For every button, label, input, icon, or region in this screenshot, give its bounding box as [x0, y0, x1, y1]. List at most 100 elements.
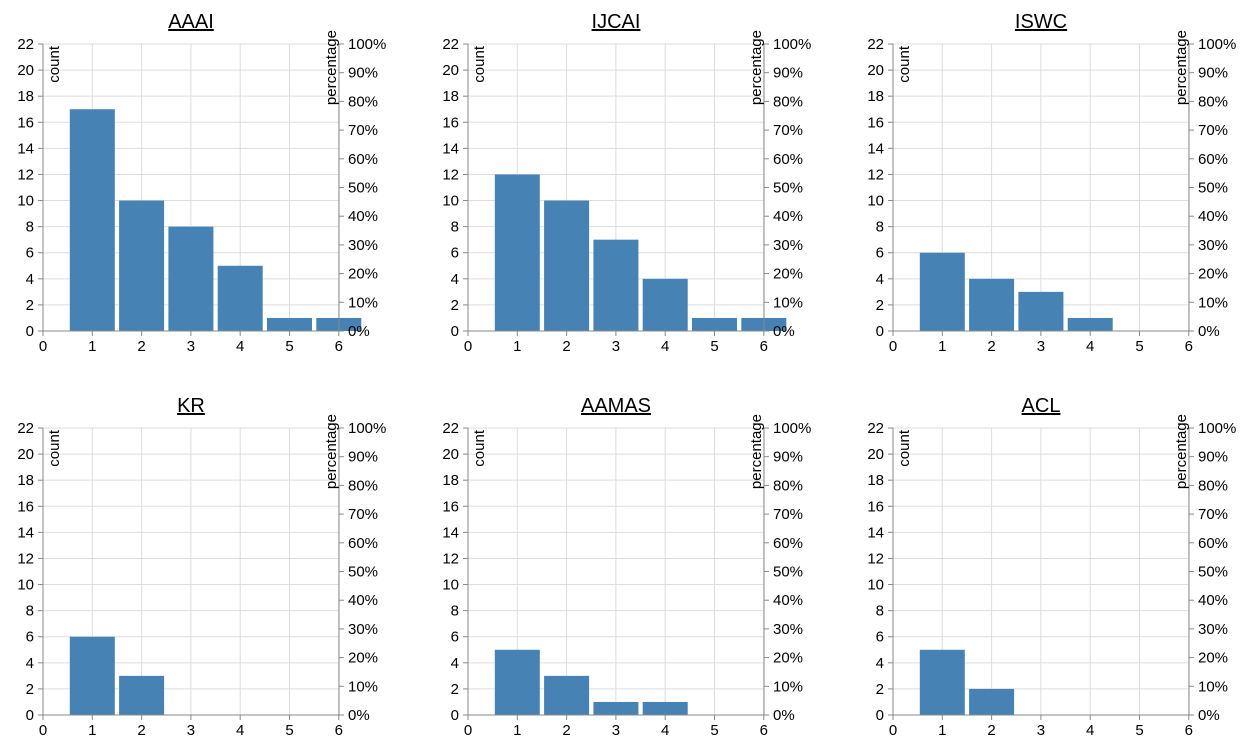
y-tick-label: 16 [442, 114, 459, 131]
y2-tick-label: 20% [1198, 650, 1228, 667]
x-tick-label: 3 [612, 338, 620, 355]
y-tick-label: 12 [17, 166, 34, 183]
y-tick-label: 4 [451, 655, 459, 672]
bar-5 [692, 317, 737, 331]
bar-5 [267, 317, 312, 331]
y2-tick-label: 80% [348, 477, 378, 494]
y-tick-label: 8 [26, 603, 34, 620]
chart-title: KR [177, 395, 205, 417]
y2-tick-label: 40% [773, 208, 803, 225]
x-tick-label: 2 [137, 338, 145, 355]
y2-tick-label: 90% [348, 449, 378, 466]
bar-3 [593, 239, 639, 331]
y2-tick-label: 40% [348, 208, 378, 225]
y-tick-label: 2 [451, 681, 459, 698]
y2-tick-label: 20% [348, 266, 378, 283]
chart-panel-1: 02468101214161820220%10%20%30%40%50%60%7… [442, 11, 811, 355]
y2-tick-label: 80% [773, 93, 803, 110]
y-tick-label: 12 [867, 550, 884, 567]
y-tick-label: 4 [451, 271, 459, 288]
y-tick-label: 0 [26, 707, 34, 724]
y-axis-title: count [896, 429, 913, 467]
x-tick-label: 1 [88, 722, 96, 739]
bar-4 [642, 701, 688, 715]
y-tick-label: 14 [17, 140, 34, 157]
chart-panel-0: 02468101214161820220%10%20%30%40%50%60%7… [17, 11, 386, 355]
y2-tick-label: 20% [773, 650, 803, 667]
x-tick-label: 6 [1185, 722, 1193, 739]
y2-tick-label: 0% [1198, 707, 1220, 724]
bar-2 [544, 200, 590, 331]
y2-tick-label: 0% [773, 707, 795, 724]
x-tick-label: 0 [464, 338, 472, 355]
y2-tick-label: 70% [1198, 506, 1228, 523]
y-tick-label: 0 [876, 707, 884, 724]
chart-panel-5: 02468101214161820220%10%20%30%40%50%60%7… [867, 395, 1236, 739]
y2-tick-label: 40% [1198, 208, 1228, 225]
y-tick-label: 8 [26, 219, 34, 236]
y-tick-label: 20 [17, 446, 34, 463]
y2-tick-label: 0% [348, 323, 370, 340]
x-tick-label: 3 [187, 338, 195, 355]
y-tick-label: 22 [442, 420, 459, 437]
bar-4 [217, 265, 263, 331]
x-tick-label: 3 [1037, 722, 1045, 739]
x-tick-label: 2 [987, 722, 995, 739]
y-tick-label: 6 [451, 245, 459, 262]
y-tick-label: 18 [867, 472, 884, 489]
y-tick-label: 14 [442, 140, 459, 157]
y-tick-label: 22 [17, 420, 34, 437]
y-tick-label: 2 [26, 297, 34, 314]
y-tick-label: 14 [17, 524, 34, 541]
y2-tick-label: 80% [773, 477, 803, 494]
x-tick-label: 3 [187, 722, 195, 739]
y-tick-label: 6 [876, 629, 884, 646]
x-tick-label: 0 [39, 338, 47, 355]
x-tick-label: 4 [236, 338, 244, 355]
y-axis-title: count [46, 45, 63, 83]
y-tick-label: 2 [876, 681, 884, 698]
y2-tick-label: 50% [1198, 564, 1228, 581]
bar-2 [119, 200, 165, 331]
y2-tick-label: 100% [1198, 36, 1236, 53]
y2-tick-label: 30% [1198, 621, 1228, 638]
y2-tick-label: 20% [1198, 266, 1228, 283]
y-tick-label: 0 [876, 323, 884, 340]
bar-1 [494, 649, 540, 715]
x-tick-label: 1 [513, 338, 521, 355]
y2-tick-label: 20% [348, 650, 378, 667]
bar-1 [69, 109, 115, 332]
bar-1 [494, 174, 540, 331]
y2-tick-label: 40% [1198, 592, 1228, 609]
y2-tick-label: 50% [348, 564, 378, 581]
x-tick-label: 2 [562, 338, 570, 355]
x-tick-label: 5 [285, 722, 293, 739]
y2-tick-label: 60% [1198, 535, 1228, 552]
y2-tick-label: 60% [773, 151, 803, 168]
y-tick-label: 8 [876, 219, 884, 236]
chart-title: AAAI [168, 11, 214, 33]
x-tick-label: 0 [889, 338, 897, 355]
y2-tick-label: 0% [348, 707, 370, 724]
y-tick-label: 20 [442, 62, 459, 79]
x-tick-label: 2 [987, 338, 995, 355]
y-tick-label: 6 [26, 245, 34, 262]
y2-tick-label: 10% [348, 294, 378, 311]
y2-tick-label: 60% [348, 535, 378, 552]
y2-tick-label: 80% [1198, 93, 1228, 110]
y2-tick-label: 70% [1198, 122, 1228, 139]
y2-tick-label: 100% [1198, 420, 1236, 437]
y-tick-label: 12 [442, 166, 459, 183]
y-tick-label: 22 [867, 420, 884, 437]
y2-tick-label: 30% [773, 621, 803, 638]
y2-axis-title: percentage [1173, 414, 1190, 489]
y2-tick-label: 80% [1198, 477, 1228, 494]
y2-tick-label: 10% [773, 294, 803, 311]
x-tick-label: 0 [39, 722, 47, 739]
y-tick-label: 10 [442, 193, 459, 210]
x-tick-label: 5 [1135, 338, 1143, 355]
y-tick-label: 0 [26, 323, 34, 340]
y-tick-label: 20 [867, 62, 884, 79]
y2-tick-label: 40% [773, 592, 803, 609]
